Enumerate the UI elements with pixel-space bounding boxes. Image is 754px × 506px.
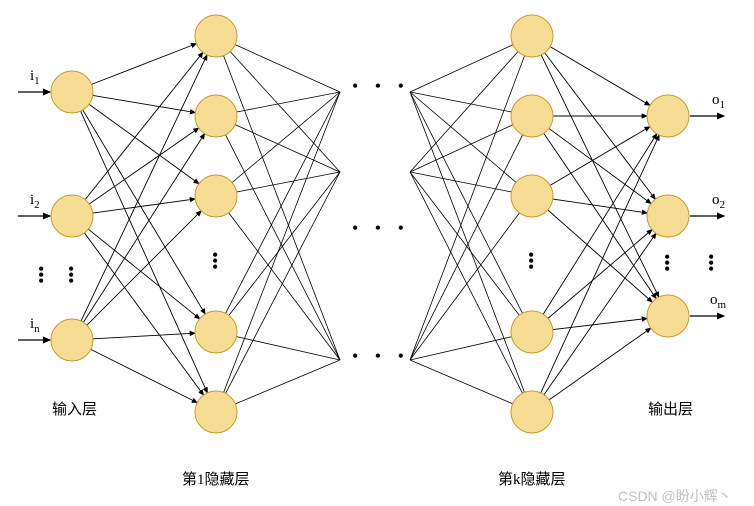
vertical-ellipsis: ••• [708,254,714,272]
input-label: in [30,316,40,335]
hiddenk-layer-label: 第k隐藏层 [498,468,566,489]
input-label: i2 [30,192,40,211]
output-label: o2 [712,192,725,211]
vertical-ellipsis: ••• [38,266,44,284]
horizontal-ellipsis: • • • [352,346,410,367]
vertical-ellipsis: ••• [68,266,74,284]
input-label: i1 [30,68,40,87]
nn-diagram: 输入层 第1隐藏层 第k隐藏层 输出层 CSDN @盼小辉丶 ••• ••• •••… [0,0,754,504]
output-label: o1 [712,92,725,111]
vertical-ellipsis: ••• [528,252,534,270]
output-label: om [710,292,726,311]
input-layer-label: 输入层 [52,398,97,419]
horizontal-ellipsis: • • • [352,218,410,239]
output-layer-label: 输出层 [648,398,693,419]
horizontal-ellipsis: • • • [352,76,410,97]
hidden1-layer-label: 第1隐藏层 [182,468,250,489]
vertical-ellipsis: ••• [664,254,670,272]
watermark: CSDN @盼小辉丶 [618,486,732,506]
vertical-ellipsis: ••• [212,252,218,270]
